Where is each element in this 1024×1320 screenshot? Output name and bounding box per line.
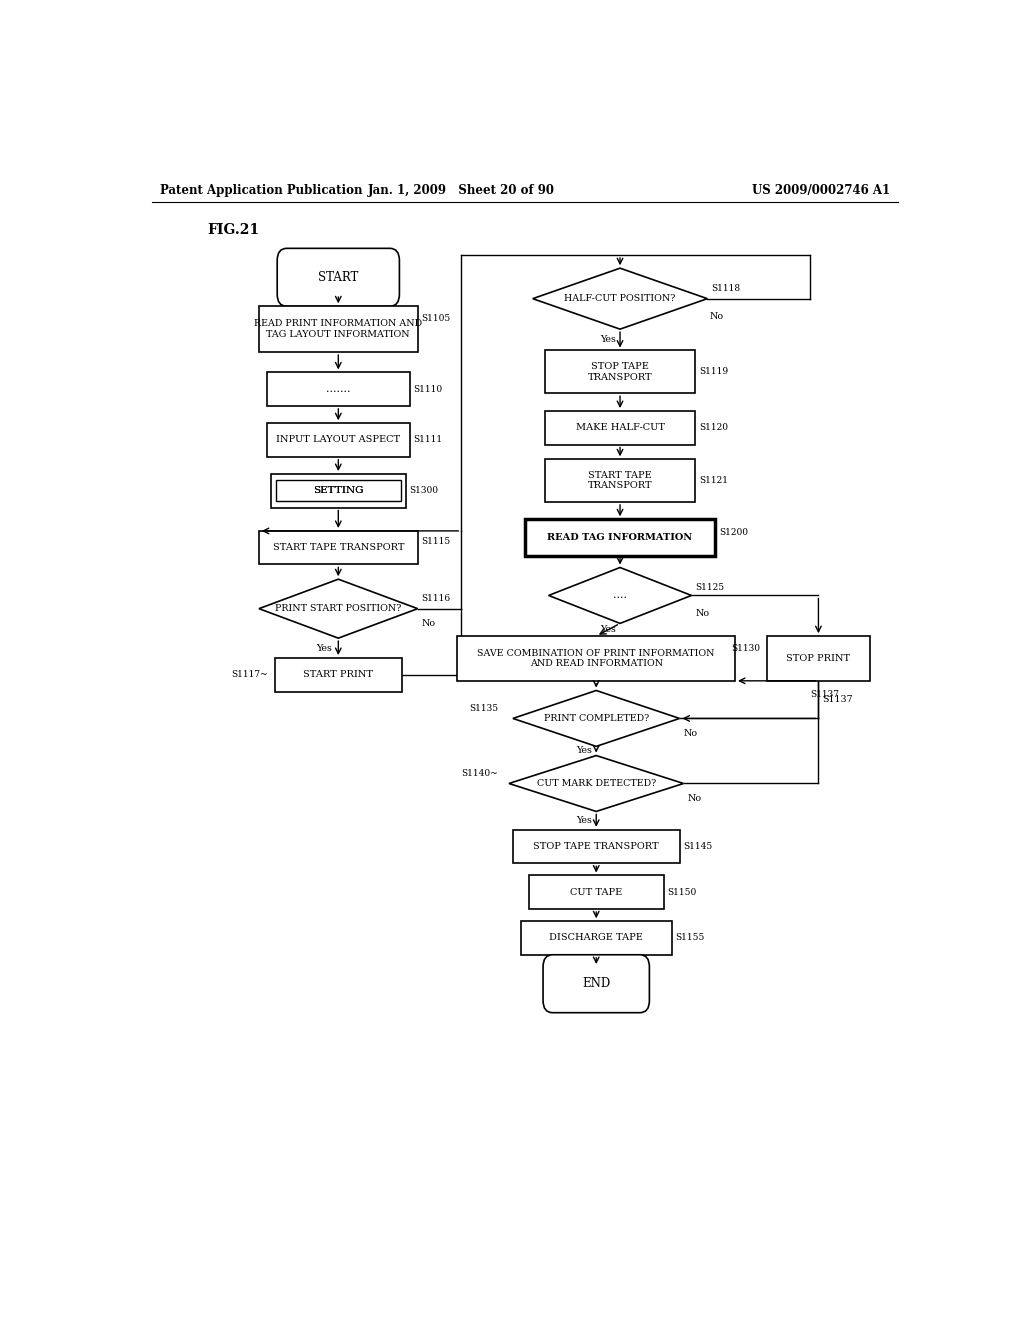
Text: CUT MARK DETECTED?: CUT MARK DETECTED?	[537, 779, 655, 788]
Text: PRINT START POSITION?: PRINT START POSITION?	[275, 605, 401, 614]
Text: S1121: S1121	[699, 477, 728, 484]
Text: STOP TAPE TRANSPORT: STOP TAPE TRANSPORT	[534, 842, 659, 851]
Text: S1200: S1200	[719, 528, 749, 537]
Text: FIG.21: FIG.21	[207, 223, 259, 236]
FancyBboxPatch shape	[545, 351, 695, 393]
Text: S1150: S1150	[668, 888, 697, 896]
FancyBboxPatch shape	[524, 519, 715, 556]
Text: DISCHARGE TAPE: DISCHARGE TAPE	[549, 933, 643, 942]
Text: Yes: Yes	[577, 816, 592, 825]
Text: Jan. 1, 2009   Sheet 20 of 90: Jan. 1, 2009 Sheet 20 of 90	[368, 185, 555, 198]
Text: START TAPE
TRANSPORT: START TAPE TRANSPORT	[588, 471, 652, 490]
Text: S1111: S1111	[414, 436, 442, 445]
Text: INPUT LAYOUT ASPECT: INPUT LAYOUT ASPECT	[276, 436, 400, 445]
Polygon shape	[549, 568, 691, 623]
Text: START: START	[318, 271, 358, 284]
Text: .......: .......	[326, 384, 350, 395]
Text: PRINT COMPLETED?: PRINT COMPLETED?	[544, 714, 649, 723]
FancyBboxPatch shape	[543, 954, 649, 1012]
FancyBboxPatch shape	[267, 372, 410, 405]
Text: S1125: S1125	[695, 583, 725, 591]
Text: Yes: Yes	[600, 335, 616, 345]
Text: S1119: S1119	[699, 367, 728, 376]
Text: READ PRINT INFORMATION AND
TAG LAYOUT INFORMATION: READ PRINT INFORMATION AND TAG LAYOUT IN…	[254, 319, 422, 339]
Text: SETTING: SETTING	[313, 486, 364, 495]
Text: S1130: S1130	[731, 644, 760, 653]
FancyBboxPatch shape	[545, 459, 695, 502]
Polygon shape	[513, 690, 680, 746]
Text: Yes: Yes	[600, 626, 616, 634]
Text: No: No	[687, 795, 701, 804]
Text: START PRINT: START PRINT	[303, 671, 374, 680]
Polygon shape	[259, 579, 418, 638]
FancyBboxPatch shape	[521, 921, 672, 954]
Text: CUT TAPE: CUT TAPE	[570, 888, 623, 896]
Text: STOP PRINT: STOP PRINT	[786, 653, 851, 663]
Text: S1300: S1300	[410, 486, 438, 495]
Text: Yes: Yes	[316, 644, 332, 652]
FancyBboxPatch shape	[458, 636, 735, 681]
Text: STOP TAPE
TRANSPORT: STOP TAPE TRANSPORT	[588, 362, 652, 381]
FancyBboxPatch shape	[528, 875, 664, 909]
Text: MAKE HALF-CUT: MAKE HALF-CUT	[575, 424, 665, 432]
FancyBboxPatch shape	[267, 424, 410, 457]
Text: S1120: S1120	[699, 424, 728, 432]
Text: No: No	[422, 619, 436, 628]
Text: S1116: S1116	[422, 594, 451, 603]
Polygon shape	[509, 755, 684, 812]
Text: END: END	[582, 977, 610, 990]
Text: S1110: S1110	[414, 384, 442, 393]
Text: START TAPE TRANSPORT: START TAPE TRANSPORT	[272, 544, 404, 552]
FancyBboxPatch shape	[275, 480, 401, 502]
Text: No: No	[695, 610, 710, 618]
FancyBboxPatch shape	[278, 248, 399, 306]
FancyBboxPatch shape	[259, 531, 418, 565]
Polygon shape	[532, 268, 708, 329]
Text: No: No	[684, 729, 697, 738]
FancyBboxPatch shape	[259, 306, 418, 352]
Text: S1135: S1135	[469, 704, 499, 713]
Text: SETTING: SETTING	[313, 486, 364, 495]
FancyBboxPatch shape	[545, 411, 695, 445]
Text: SAVE COMBINATION OF PRINT INFORMATION
AND READ INFORMATION: SAVE COMBINATION OF PRINT INFORMATION AN…	[477, 648, 715, 668]
Text: Patent Application Publication: Patent Application Publication	[160, 185, 362, 198]
Text: S1137: S1137	[811, 689, 840, 698]
Text: S1105: S1105	[422, 314, 451, 323]
Text: S1137: S1137	[822, 696, 853, 704]
FancyBboxPatch shape	[274, 657, 401, 692]
Text: S1115: S1115	[422, 537, 451, 546]
Text: US 2009/0002746 A1: US 2009/0002746 A1	[752, 185, 890, 198]
FancyBboxPatch shape	[513, 830, 680, 863]
Text: READ TAG INFORMATION: READ TAG INFORMATION	[548, 533, 692, 543]
FancyBboxPatch shape	[270, 474, 406, 507]
Text: HALF-CUT POSITION?: HALF-CUT POSITION?	[564, 294, 676, 304]
FancyBboxPatch shape	[767, 636, 870, 681]
Text: No: No	[710, 313, 724, 322]
Text: S1118: S1118	[712, 284, 740, 293]
Text: S1145: S1145	[684, 842, 713, 851]
Text: S1155: S1155	[676, 933, 705, 942]
Text: Yes: Yes	[577, 747, 592, 755]
Text: S1140~: S1140~	[461, 768, 498, 777]
Text: S1117~: S1117~	[231, 671, 268, 680]
Text: ....: ....	[613, 590, 627, 601]
